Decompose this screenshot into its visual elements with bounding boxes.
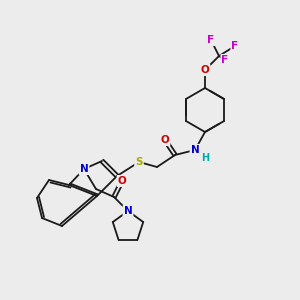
Text: S: S (135, 157, 143, 167)
Text: F: F (207, 35, 214, 45)
Text: H: H (201, 153, 209, 163)
Text: O: O (118, 176, 126, 186)
Text: O: O (160, 135, 169, 145)
Text: N: N (124, 206, 132, 216)
Text: N: N (80, 164, 88, 174)
Text: N: N (190, 145, 200, 155)
Text: F: F (231, 41, 239, 51)
Text: F: F (221, 55, 229, 65)
Text: O: O (201, 65, 209, 75)
